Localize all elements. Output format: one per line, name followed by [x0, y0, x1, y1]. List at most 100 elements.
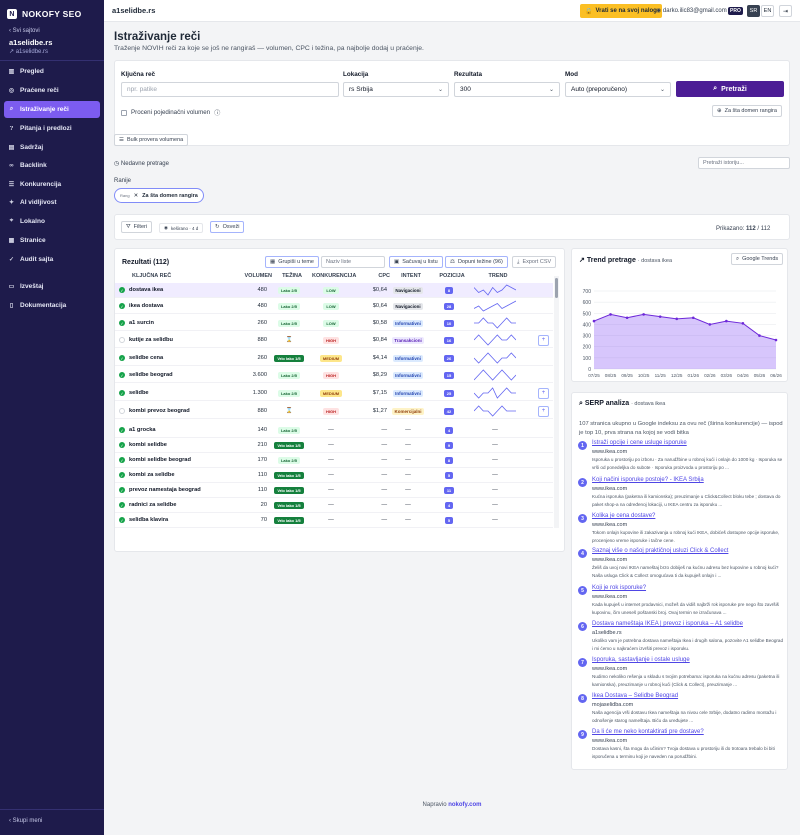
mode-select[interactable]: Auto (preporučeno) ⌄: [565, 82, 671, 97]
table-row[interactable]: ✓ selidbe 1.300 Lako 2/5 MEDIUM $7,15 Informat…: [115, 386, 553, 401]
sidebar-item-ai-vidljivost[interactable]: ✦ AI vidljivost: [4, 194, 100, 211]
table-row[interactable]: ✓ prevoz namestaja beograd 110 Vrlo lako 1/…: [115, 483, 553, 498]
tracked-check-icon[interactable]: ✓: [119, 390, 125, 396]
lang-en-button[interactable]: EN: [761, 5, 774, 17]
history-search-input[interactable]: Pretraži istoriju...: [698, 157, 790, 169]
serp-result-link[interactable]: Isporuka, sastavljanje i ostale usluge: [592, 657, 690, 663]
col-difficulty[interactable]: TEŽINA: [282, 272, 302, 279]
close-icon[interactable]: ✕: [133, 192, 139, 199]
trend-point[interactable]: [708, 323, 712, 326]
table-row[interactable]: ✓ selidbe cena 260 Vrlo lako 1/5 MEDIUM $4,14…: [115, 351, 553, 366]
trend-point[interactable]: [691, 316, 695, 320]
serp-result-link[interactable]: Dostava nameštaja IKEA | prevoz i isporu…: [592, 621, 743, 627]
refresh-button[interactable]: ↻ Osveži: [210, 221, 245, 233]
trend-point[interactable]: [592, 319, 596, 323]
scrollbar-thumb[interactable]: [555, 278, 558, 298]
col-keyword[interactable]: KLJUČNA REČ: [132, 272, 172, 279]
col-competition[interactable]: KONKURENCIJA: [312, 272, 357, 279]
volume-checkbox[interactable]: Proceni pojedinačni volumen ⓘ: [121, 108, 220, 117]
sidebar-item-pregled[interactable]: ▥ Pregled: [4, 63, 100, 80]
save-list-button[interactable]: ▣ Sačuvaj u listu: [389, 256, 443, 268]
trend-point[interactable]: [774, 338, 778, 342]
col-trend[interactable]: TREND: [488, 272, 508, 279]
trend-point[interactable]: [758, 334, 761, 337]
google-trends-button[interactable]: ⌕ Google Trends: [731, 253, 784, 265]
lang-sr-button[interactable]: SR: [747, 5, 760, 17]
serp-result-link[interactable]: Koji načini isporuke postoje? - IKEA Srb…: [592, 477, 704, 483]
untracked-circle-icon[interactable]: [119, 337, 125, 343]
trend-point[interactable]: [625, 316, 629, 320]
filter-button[interactable]: ⛛ Filteri: [121, 221, 153, 233]
serp-result-link[interactable]: Istraži opcije i cene usluge isporuke: [592, 440, 687, 446]
tracked-check-icon[interactable]: ✓: [119, 457, 125, 463]
domain-ranking-button[interactable]: ⊕ Za šta domen rangira: [712, 105, 782, 117]
search-button[interactable]: ⌕ Pretraži: [676, 81, 784, 97]
tracked-check-icon[interactable]: ✓: [119, 303, 125, 309]
serp-result-link[interactable]: Kolika je cena dostave?: [592, 513, 656, 519]
trend-point[interactable]: [741, 322, 745, 325]
trend-point[interactable]: [675, 317, 679, 321]
trend-point[interactable]: [609, 313, 612, 316]
back-to-sites-link[interactable]: ‹ Svi sajtovi: [9, 28, 40, 34]
keyword-input[interactable]: npr. patike: [121, 82, 339, 97]
logout-icon[interactable]: ⇥: [779, 5, 792, 17]
col-intent[interactable]: INTENT: [401, 272, 421, 279]
table-row[interactable]: ✓ dostava ikea 480 Lako 2/5 LOW $0,64 Navigaci…: [115, 283, 553, 298]
tracked-check-icon[interactable]: ✓: [119, 287, 125, 293]
history-pill[interactable]: Rang ✕ Za šta domen rangira: [114, 188, 204, 203]
back-to-account-button[interactable]: 🔒 Vrati se na svoj nalog: [580, 4, 662, 18]
site-url-link[interactable]: ↗ a1selidbe.rs: [9, 49, 49, 55]
logo[interactable]: N NOKOFY SEO: [7, 9, 82, 19]
add-to-tracking-button[interactable]: +: [538, 334, 549, 346]
table-row[interactable]: kutije za selidbu 880 ⌛ HIGH $0,84 Transakcio…: [115, 333, 553, 348]
tracked-check-icon[interactable]: ✓: [119, 502, 125, 508]
table-row[interactable]: ✓ kombi za selidbe 110 Vrlo lako 1/5 — — — 5 —: [115, 468, 553, 483]
tracked-check-icon[interactable]: ✓: [119, 442, 125, 448]
group-topics-button[interactable]: ▦ Grupiši u teme: [265, 256, 319, 268]
col-volume[interactable]: VOLUMEN: [244, 272, 273, 279]
footer-brand-link[interactable]: nokofy.com: [448, 802, 482, 808]
sidebar-item-backlink[interactable]: ∞ Backlink: [4, 157, 100, 174]
table-row[interactable]: ✓ kombi selidbe 210 Vrlo lako 1/5 — — — 9 —: [115, 438, 553, 453]
sidebar-item-audit-sajta[interactable]: ✓ Audit sajta: [4, 251, 100, 268]
sidebar-item-praćene-reči[interactable]: ◎ Praćene reči: [4, 82, 100, 99]
serp-result-link[interactable]: Saznaj više o našoj praktičnoj usluzi Cl…: [592, 548, 729, 554]
table-row[interactable]: ✓ selidba klavira 70 Vrlo lako 1/5 — — — 5 —: [115, 513, 553, 528]
sidebar-item-istraživanje-reči[interactable]: ⌕ Istraživanje reči: [4, 101, 100, 118]
collapse-menu-button[interactable]: ‹ Skupi meni: [9, 818, 43, 824]
serp-result-link[interactable]: Koji je rok isporuke?: [592, 585, 647, 591]
results-select[interactable]: 300 ⌄: [454, 82, 560, 97]
table-scrollbar[interactable]: [554, 276, 559, 528]
table-row[interactable]: ✓ kombi selidbe beograd 170 Lako 2/5 — — — 8 —: [115, 453, 553, 468]
tracked-check-icon[interactable]: ✓: [119, 472, 125, 478]
table-row[interactable]: ✓ selidbe beograd 3.600 Lako 2/5 HIGH $8,29 In…: [115, 368, 553, 383]
serp-result-link[interactable]: Ikea Dostava – Selidbe Beograd: [592, 693, 679, 699]
sidebar-item-pitanja-i-predlozi[interactable]: ? Pitanja i predlozi: [4, 120, 100, 137]
col-position[interactable]: POZICIJA: [439, 272, 465, 279]
sidebar-item-konkurencija[interactable]: ☰ Konkurencija: [4, 176, 100, 193]
table-row[interactable]: kombi prevoz beograd 880 ⌛ HIGH $1,27 Komerci…: [115, 404, 553, 419]
sidebar-item-lokalno[interactable]: ⌖ Lokalno: [4, 213, 100, 230]
sidebar-item-izveštaj[interactable]: ▭ Izveštaj: [4, 278, 100, 295]
col-cpc[interactable]: CPC: [378, 272, 390, 279]
table-row[interactable]: ✓ a1 grocka 140 Lako 2/5 — — — 4 —: [115, 423, 553, 438]
trend-point[interactable]: [725, 319, 728, 323]
tracked-check-icon[interactable]: ✓: [119, 427, 125, 433]
fill-difficulty-button[interactable]: ⚖ Dopuni težine (96): [445, 256, 508, 268]
tracked-check-icon[interactable]: ✓: [119, 517, 125, 523]
sidebar-item-sadržaj[interactable]: ▤ Sadržaj: [4, 139, 100, 156]
list-name-input[interactable]: Naziv liste: [321, 256, 385, 268]
export-csv-button[interactable]: ⤓ Export CSV: [512, 256, 557, 268]
tracked-check-icon[interactable]: ✓: [119, 487, 125, 493]
add-to-tracking-button[interactable]: +: [538, 387, 549, 399]
bulk-volume-button[interactable]: ☰ Bulk provera volumena: [114, 134, 189, 146]
serp-result-link[interactable]: Da li će me neko kontaktirati pre dostav…: [592, 729, 704, 735]
add-to-tracking-button[interactable]: +: [538, 405, 549, 417]
location-select[interactable]: rs Srbija ⌄: [343, 82, 449, 97]
trend-point[interactable]: [642, 313, 645, 316]
trend-point[interactable]: [658, 315, 662, 318]
tracked-check-icon[interactable]: ✓: [119, 372, 125, 378]
table-row[interactable]: ✓ radnici za selidbe 20 Vrlo lako 1/5 — — — 4 —: [115, 498, 553, 513]
tracked-check-icon[interactable]: ✓: [119, 320, 125, 326]
table-row[interactable]: ✓ a1 surcin 260 Lako 2/5 LOW $0,58 Informativn…: [115, 316, 553, 331]
